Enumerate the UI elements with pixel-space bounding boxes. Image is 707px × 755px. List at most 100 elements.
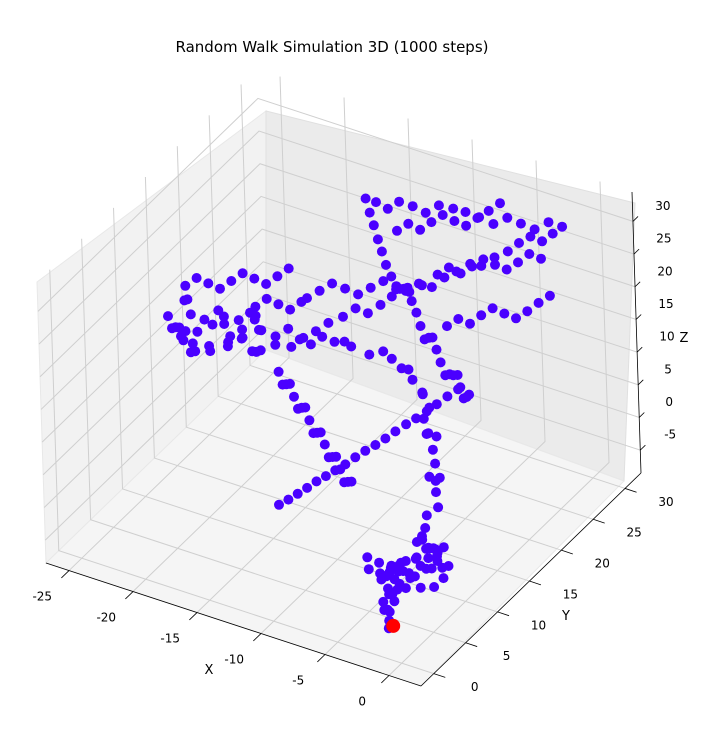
- walk-point: [350, 452, 361, 463]
- z-tick-mark: [634, 281, 641, 288]
- walk-point: [255, 345, 266, 356]
- walk-point: [431, 487, 441, 498]
- walk-point: [360, 445, 371, 456]
- y-gridline: [240, 84, 626, 489]
- walk-point: [407, 374, 418, 385]
- walk-point: [386, 560, 397, 571]
- walk-point: [407, 201, 418, 212]
- x-tick-mark: [125, 591, 134, 600]
- walk-point: [273, 366, 284, 377]
- walk-point: [452, 370, 463, 380]
- walk-point: [433, 502, 444, 513]
- x-tick-label: -20: [96, 610, 116, 624]
- y-tick-mark: [497, 611, 510, 617]
- walk-point: [330, 465, 341, 476]
- walk-point: [192, 326, 203, 337]
- walk-point: [286, 341, 297, 352]
- z-axis-label: Z: [680, 331, 689, 346]
- walk-point: [415, 224, 426, 235]
- walk-point: [270, 339, 281, 350]
- axes: -25 -20 -15 -10 -5 0 0 5 10 15 20 25 30 -5 0 5 10 15 20 25 3…: [32, 191, 676, 708]
- walk-point: [421, 406, 432, 417]
- y-gridline: [81, 238, 466, 644]
- walk-point: [302, 293, 312, 304]
- walk-point: [438, 573, 449, 584]
- walk-point: [529, 224, 540, 235]
- z-tick-mark: [633, 248, 640, 255]
- y-axis-line: [420, 472, 642, 687]
- walk-point: [442, 391, 453, 402]
- walk-point: [226, 276, 237, 286]
- walk-point: [372, 234, 383, 245]
- walk-point: [417, 389, 428, 400]
- y-tick-label: 15: [563, 587, 578, 601]
- walk-point: [379, 605, 390, 615]
- walk-point: [284, 378, 295, 389]
- walk-point: [389, 574, 400, 585]
- walk-point: [215, 283, 225, 294]
- walk-point: [435, 357, 446, 368]
- walk-point: [449, 216, 460, 226]
- walk-point: [430, 458, 441, 469]
- z-tick-label: 0: [665, 395, 673, 409]
- walk-point: [400, 583, 411, 594]
- walk-point: [483, 205, 494, 216]
- walk-point: [460, 207, 471, 217]
- y-tick-mark: [465, 642, 478, 647]
- walk-point: [401, 419, 412, 430]
- x-gridline: [196, 118, 418, 613]
- walk-point: [431, 431, 442, 442]
- walk-point: [203, 278, 214, 289]
- walk-point: [378, 276, 389, 287]
- walk-point: [302, 482, 313, 493]
- walk-point: [488, 219, 499, 229]
- walk-point: [547, 228, 558, 239]
- walk-point: [387, 589, 398, 600]
- walk-point: [185, 309, 196, 320]
- x-tick-label: -10: [224, 652, 244, 666]
- walk-point: [453, 384, 464, 395]
- z-tick-mark: [637, 379, 644, 386]
- walk-point: [490, 259, 500, 270]
- walk-point: [378, 346, 389, 357]
- walk-point: [187, 338, 198, 349]
- walk-point: [274, 499, 284, 510]
- walk-point: [233, 315, 244, 326]
- walk-point: [382, 203, 393, 214]
- x-gridline: [68, 76, 290, 571]
- z-tick-mark: [638, 412, 645, 418]
- walk-point: [368, 220, 379, 231]
- walk-point: [543, 217, 554, 228]
- walk-point: [371, 197, 381, 208]
- walk-point: [207, 319, 218, 330]
- walk-point: [432, 269, 443, 280]
- y-tick-label: 30: [658, 495, 673, 509]
- z-gridline: [37, 97, 634, 312]
- walk-point: [409, 571, 420, 582]
- walk-point: [311, 476, 322, 487]
- walk-point: [346, 476, 357, 487]
- walk-point: [402, 282, 413, 293]
- y-axis-label: Y: [561, 609, 570, 624]
- walk-point: [250, 310, 261, 321]
- walk-point: [250, 301, 261, 312]
- walk-point: [323, 317, 334, 328]
- walk-point: [283, 494, 294, 505]
- walk-point: [420, 207, 431, 218]
- walk-point: [557, 221, 568, 232]
- walk-point: [453, 314, 464, 324]
- walk-point: [533, 297, 544, 308]
- walk-point: [423, 553, 434, 564]
- walk-point: [305, 339, 316, 350]
- walk-point: [511, 313, 521, 324]
- walk-point: [380, 433, 391, 444]
- walk-point: [423, 428, 434, 439]
- walk-point: [416, 280, 427, 291]
- z-tick-label: 30: [655, 199, 670, 213]
- walk-point: [178, 335, 189, 346]
- y-tick-mark: [433, 673, 446, 678]
- walk-point: [378, 596, 389, 607]
- walk-point: [237, 324, 248, 335]
- z-axis-line: [631, 191, 642, 474]
- walk-point: [204, 341, 215, 351]
